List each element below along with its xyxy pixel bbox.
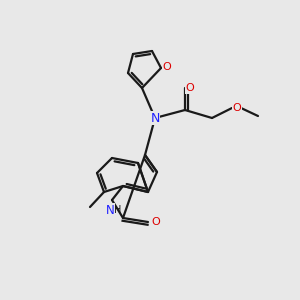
Text: O: O [152,217,160,227]
Text: H: H [114,205,122,215]
Text: N: N [106,203,114,217]
Text: O: O [163,62,171,72]
Text: N: N [150,112,160,124]
Text: O: O [186,83,194,93]
Text: O: O [232,103,242,113]
